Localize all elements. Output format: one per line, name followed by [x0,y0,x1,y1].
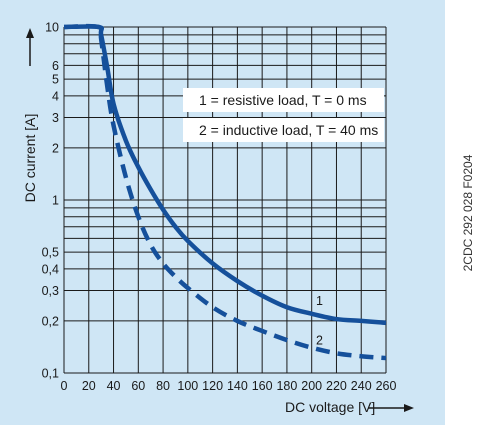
y-tick-label: 0,4 [42,262,59,276]
x-tick-label: 20 [82,379,96,393]
series-label-2: 2 [316,333,323,347]
x-tick-label: 60 [131,379,145,393]
y-tick-label: 0,5 [42,246,59,260]
y-tick-label: 6 [52,59,59,73]
y-axis-title: DC current [A] [22,114,38,203]
x-tick-label: 100 [177,379,198,393]
tick-labels: 0 20 40 60 80 100 120 140 160 180 200 220 240 260 0,1 0… [42,21,397,394]
series-line-1 [63,24,387,326]
y-tick-label: 0,2 [42,314,59,328]
y-tick-label: 0,3 [42,284,59,298]
legend: 1 = resistive load, T = 0 ms 2 = inducti… [183,88,384,142]
data-series [63,23,387,361]
x-tick-label: 160 [252,379,273,393]
document-code: 2CDC 292 028 F0204 [461,154,475,271]
x-tick-label: 0 [61,379,68,393]
y-tick-label: 5 [52,73,59,87]
y-tick-label: 0,1 [42,367,59,381]
y-tick-label: 4 [52,89,59,103]
chart-panel-background [0,0,445,425]
x-tick-label: 80 [156,379,170,393]
y-tick-label: 2 [52,141,59,155]
x-tick-label: 120 [202,379,223,393]
y-axis-arrow [26,28,34,66]
legend-entry-resistive: 1 = resistive load, T = 0 ms [199,92,367,108]
x-tick-label: 40 [107,379,121,393]
y-tick-label: 10 [45,21,59,35]
x-tick-label: 140 [227,379,248,393]
series-line-2 [63,23,387,361]
x-tick-label: 200 [301,379,322,393]
x-axis-arrow [368,404,414,412]
legend-box-resistive [183,88,384,112]
legend-box-inductive [183,118,384,142]
x-tick-label: 180 [276,379,297,393]
x-axis-title: DC voltage [V] [285,399,375,415]
legend-entry-inductive: 2 = inductive load, T = 40 ms [199,122,378,138]
x-tick-label: 220 [326,379,347,393]
curve-labels: 12 [316,294,323,347]
x-tick-label: 240 [351,379,372,393]
y-tick-label: 3 [52,111,59,125]
series-label-1: 1 [316,294,323,308]
y-tick-label: 1 [52,194,59,208]
x-tick-label: 260 [376,379,397,393]
